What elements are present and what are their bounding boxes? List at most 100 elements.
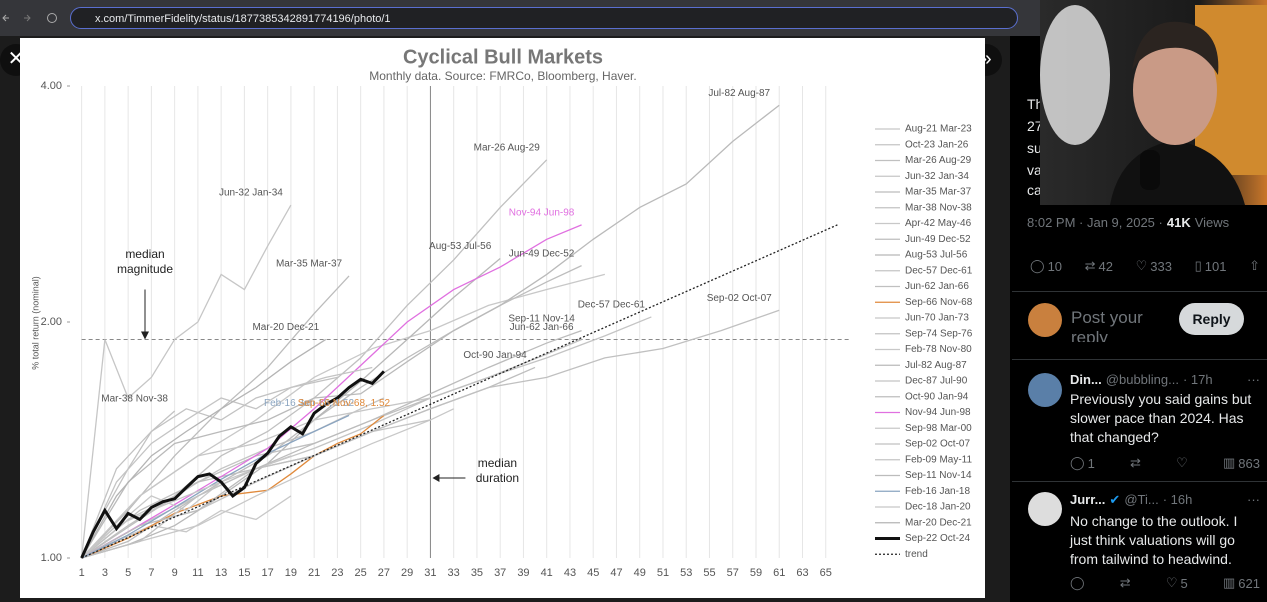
- line-label: Mar-38 Nov-38: [101, 394, 168, 405]
- legend-label: Nov-94 Jun-98: [905, 407, 971, 418]
- legend-label: Feb-09 May-11: [905, 454, 973, 465]
- series-line: [81, 316, 652, 559]
- x-tick-label: 21: [308, 567, 320, 579]
- count: 10: [1047, 258, 1063, 274]
- x-tick-label: 39: [517, 567, 529, 579]
- x-tick-label: 45: [587, 567, 599, 579]
- x-tick-label: 23: [331, 567, 343, 579]
- tweet-text: Th: [1027, 96, 1044, 112]
- series-line: [81, 408, 454, 559]
- reply-button[interactable]: Reply: [1179, 303, 1244, 335]
- line-label: Sep-66 Nov-68, 1.52: [298, 398, 391, 409]
- arrow-head: [432, 474, 440, 482]
- divider: [1012, 359, 1267, 360]
- reply-time: · 16h: [1162, 492, 1193, 507]
- legend-label: Jun-70 Jan-73: [905, 313, 969, 324]
- reply-handle: @Ti...: [1124, 492, 1159, 507]
- line-label: Aug-53 Jul-56: [429, 241, 492, 252]
- legend-label: Jul-82 Aug-87: [905, 360, 967, 371]
- x-tick-label: 1: [79, 567, 85, 579]
- reply-header: Jurr... ✔ @Ti... · 16h ···: [1070, 492, 1260, 507]
- legend-label: Dec-57 Dec-61: [905, 265, 973, 276]
- x-tick-label: 55: [703, 567, 715, 579]
- y-tick-label: 1.00: [41, 552, 62, 564]
- nav-buttons[interactable]: [0, 8, 66, 28]
- divider: [1012, 481, 1267, 482]
- series-line: [80, 204, 292, 559]
- annotation-text: median duration: [475, 456, 520, 485]
- series-line: [81, 330, 582, 559]
- count: 863: [1238, 455, 1260, 471]
- x-tick-label: 17: [262, 567, 274, 579]
- bookmark-stat[interactable]: ▯ 101: [1194, 258, 1227, 274]
- like-stat[interactable]: ♡ 5: [1165, 575, 1188, 591]
- reply-stat[interactable]: ◯ 1: [1070, 455, 1095, 471]
- views-stat[interactable]: ▥ 863: [1222, 455, 1260, 471]
- legend-label: Mar-20 Dec-21: [905, 517, 972, 528]
- x-tick-label: 47: [610, 567, 622, 579]
- divider: [1012, 291, 1267, 292]
- x-tick-label: 11: [192, 567, 203, 579]
- reply-handle: @bubbling...: [1105, 372, 1179, 387]
- legend-label: Mar-38 Nov-38: [905, 202, 972, 213]
- annotation-text: median magnitude: [116, 247, 174, 277]
- series-line: [81, 338, 327, 559]
- reply-stats: ◯ ⇄ ♡ 5 ▥ 621: [1070, 575, 1260, 591]
- like-stat[interactable]: ♡: [1176, 455, 1188, 470]
- avatar: [1028, 303, 1062, 337]
- chart-subtitle: Monthly data. Source: FMRCo, Bloomberg, …: [369, 69, 636, 83]
- x-tick-label: 35: [471, 567, 483, 579]
- reply-stat[interactable]: ◯ 10: [1030, 258, 1063, 274]
- url-bar[interactable]: x.com/TimmerFidelity/status/187738534289…: [70, 7, 1018, 29]
- series-line: [81, 224, 582, 559]
- x-tick-label: 49: [634, 567, 646, 579]
- line-label: Jun-62 Jan-66: [510, 322, 574, 333]
- legend-label: Mar-26 Aug-29: [905, 155, 972, 166]
- x-tick-label: 41: [541, 567, 553, 579]
- line-label: Jun-32 Jan-34: [219, 188, 283, 199]
- legend-label: Sep-22 Oct-24: [905, 533, 970, 544]
- repost-stat[interactable]: ⇄: [1119, 575, 1131, 590]
- legend-label: Feb-78 Nov-80: [905, 344, 972, 355]
- share[interactable]: ⇧: [1249, 258, 1260, 273]
- annotation: median magnitude: [116, 247, 174, 277]
- legend-label: Sep-98 Mar-00: [905, 423, 972, 434]
- x-tick-label: 5: [125, 567, 131, 579]
- x-tick-label: 61: [773, 567, 785, 579]
- views-stat[interactable]: ▥ 621: [1222, 575, 1260, 591]
- line-label: Sep-02 Oct-07: [707, 293, 772, 304]
- tweet-time: 8:02 PM · Jan 9, 2025 ·: [1027, 215, 1163, 230]
- line-label: Sep-11 Nov-14: [508, 313, 575, 324]
- reply-header: Din... @bubbling... · 17h ···: [1070, 372, 1260, 387]
- line-label: Oct-90 Jan-94: [463, 350, 527, 361]
- y-tick-label: 2.00: [41, 316, 62, 328]
- x-tick-label: 29: [401, 567, 413, 579]
- tweet-meta: 8:02 PM · Jan 9, 2025 · 41K Views: [1027, 215, 1229, 230]
- legend-label: Jun-49 Dec-52: [905, 234, 971, 245]
- repost-stat[interactable]: ⇄ 42: [1084, 258, 1114, 274]
- repost-stat[interactable]: ⇄: [1130, 455, 1141, 470]
- legend-label: Apr-42 May-46: [905, 218, 972, 229]
- legend-label: Aug-53 Jul-56: [905, 250, 968, 261]
- x-tick-label: 7: [148, 567, 154, 579]
- arrow-head: [141, 331, 149, 340]
- webcam-overlay: [1040, 0, 1267, 205]
- x-tick-label: 31: [424, 567, 436, 579]
- series-line: [81, 104, 780, 559]
- x-tick-label: 63: [796, 567, 808, 579]
- count: 101: [1204, 258, 1227, 274]
- line-label: Mar-20 Dec-21: [252, 322, 319, 333]
- like-stat[interactable]: ♡ 333: [1135, 258, 1172, 274]
- legend-label: Oct-23 Jan-26: [905, 139, 969, 150]
- reply-input[interactable]: Post your reply: [1071, 308, 1143, 342]
- legend-label: Dec-87 Jul-90: [905, 376, 968, 387]
- reply-stat[interactable]: ◯: [1070, 575, 1085, 590]
- chart: Cyclical Bull Markets Monthly data. Sour…: [20, 38, 985, 598]
- legend-label: Sep-74 Sep-76: [905, 328, 973, 339]
- x-tick-label: 27: [378, 567, 390, 579]
- legend-label: Dec-18 Jan-20: [905, 502, 971, 513]
- y-axis-label: % total return (nominal): [30, 276, 40, 370]
- series-line: [81, 414, 350, 559]
- line-label: Feb-16 Jan-18, 1.52: [264, 398, 354, 409]
